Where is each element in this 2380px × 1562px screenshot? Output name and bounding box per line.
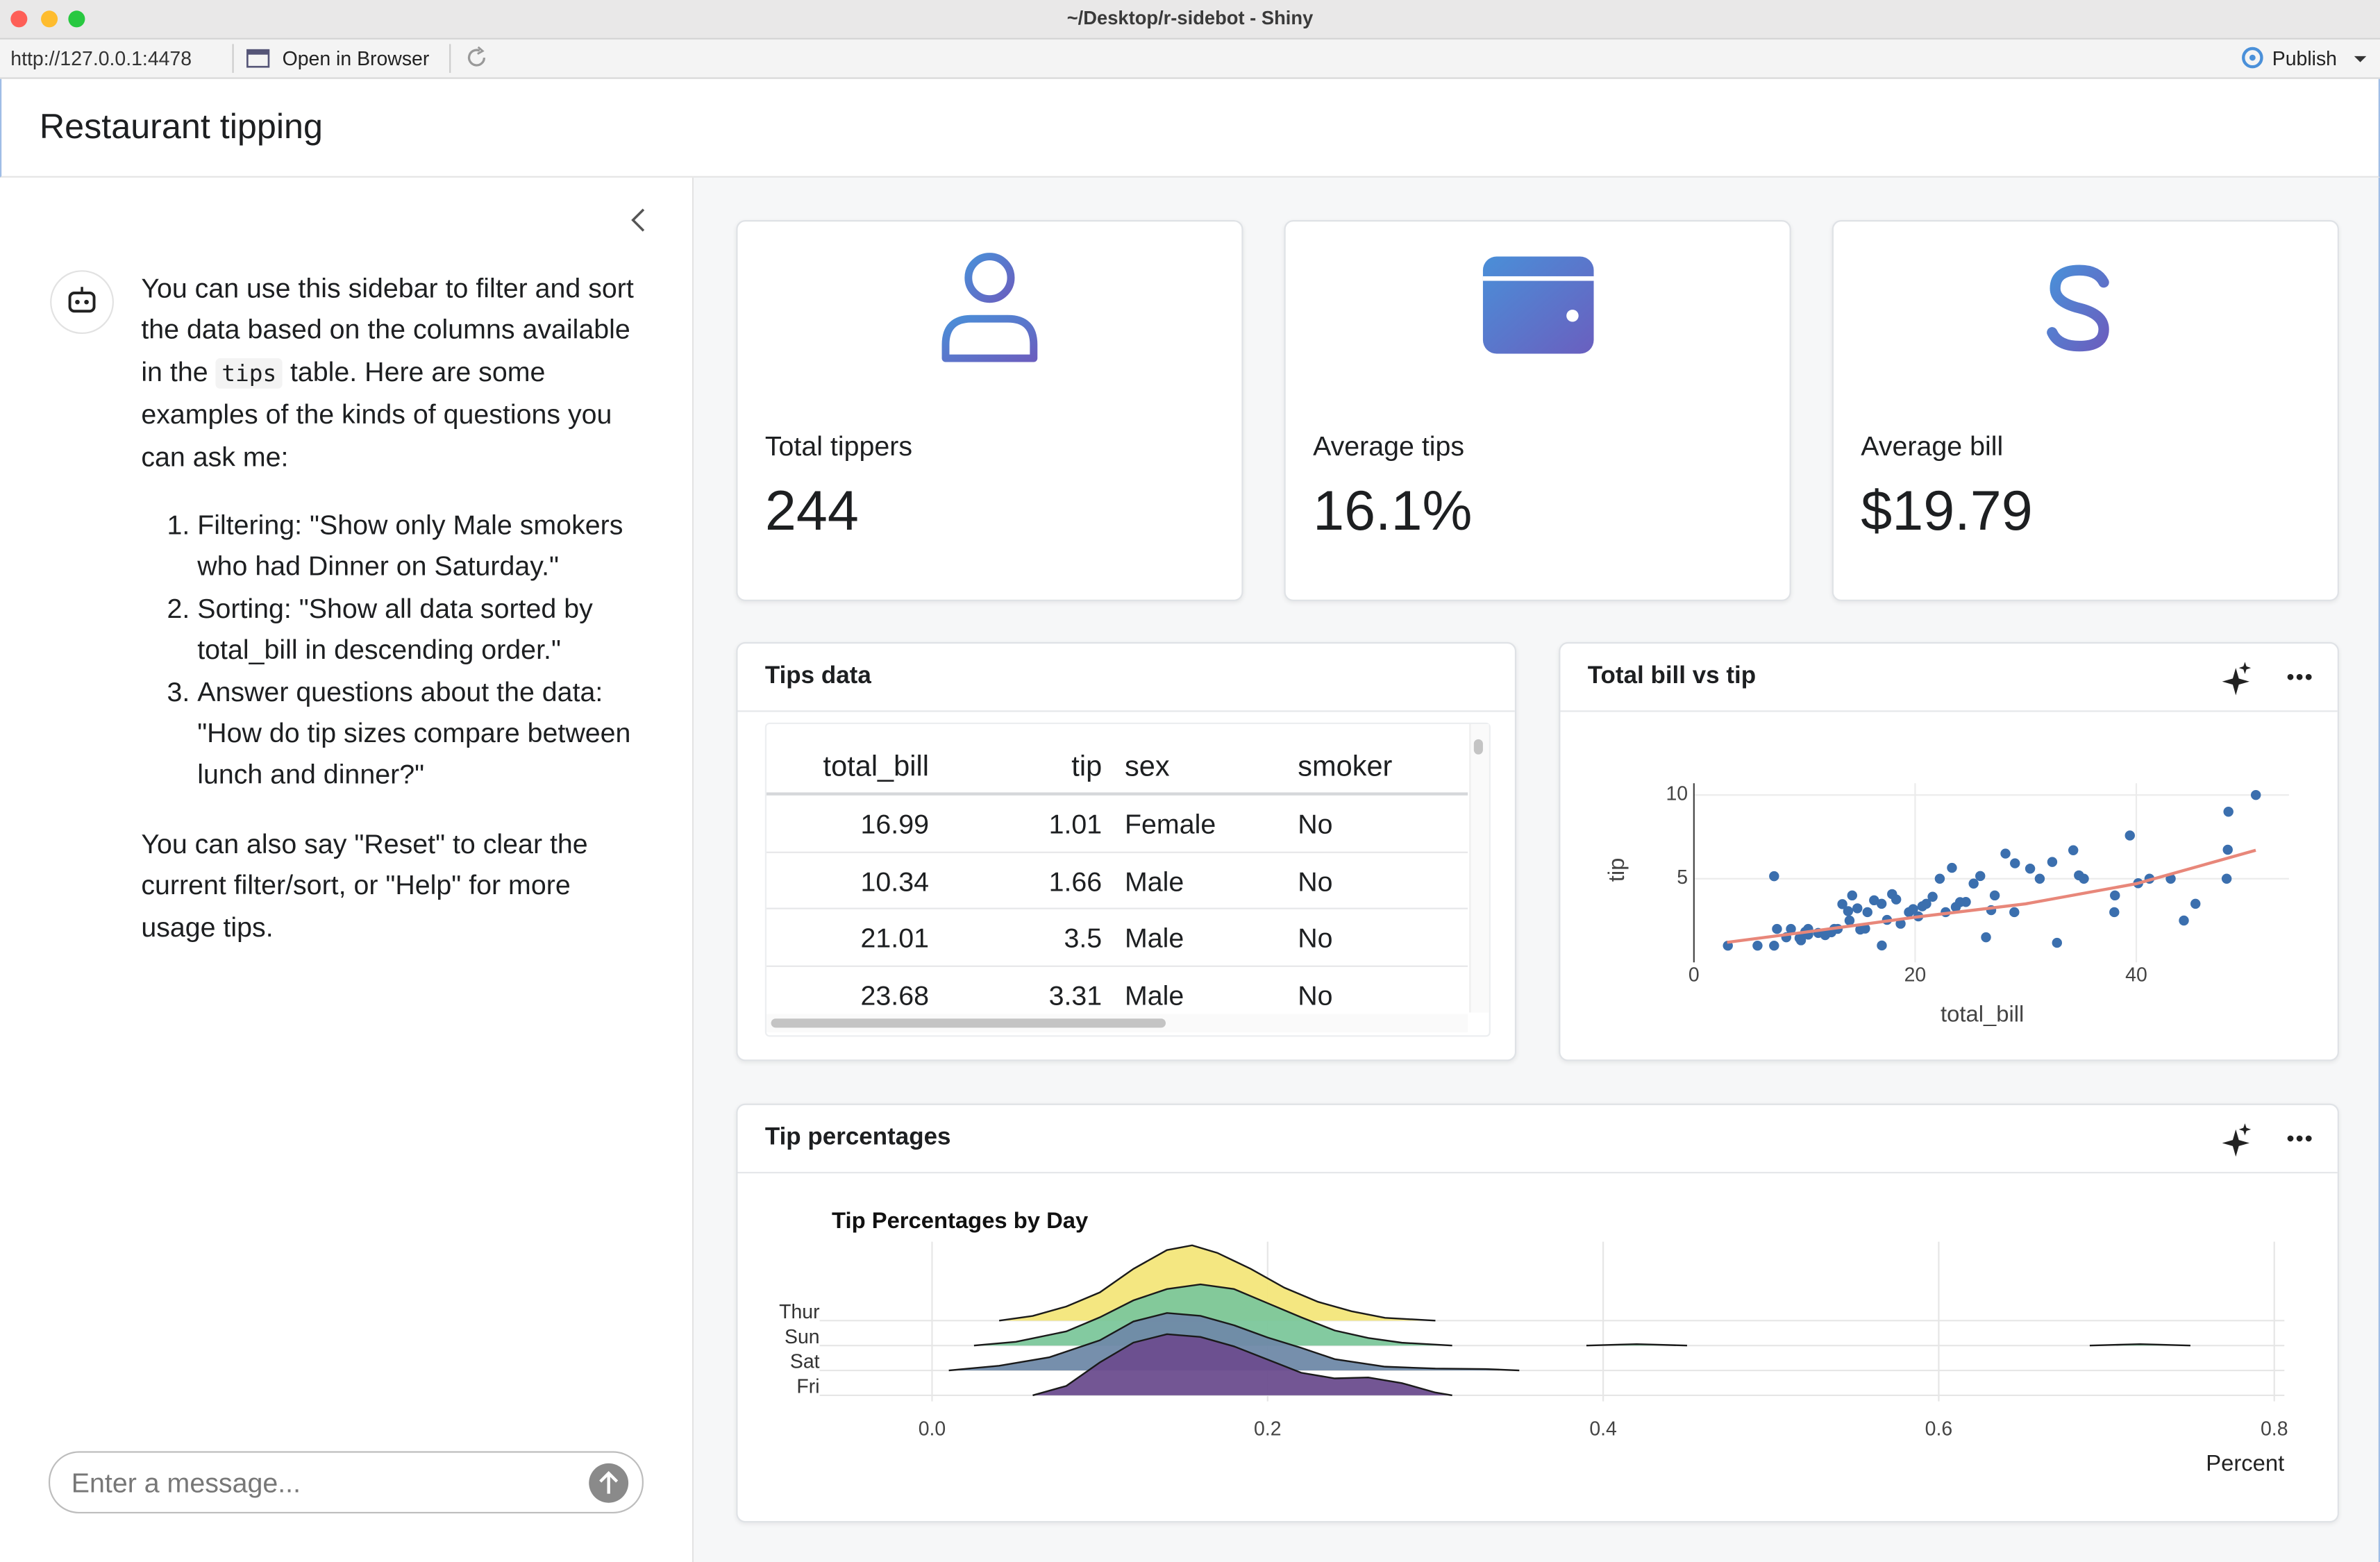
table-cell: 16.99 xyxy=(860,809,929,840)
wallet-icon xyxy=(1482,256,1594,354)
value-box-value: $19.79 xyxy=(1861,479,2033,542)
more-menu[interactable] xyxy=(2286,673,2313,682)
ai-explain-button[interactable] xyxy=(2222,662,2253,696)
message-input[interactable]: Enter a message... xyxy=(48,1451,644,1514)
value-box-label: Total tippers xyxy=(764,430,913,462)
row-rule xyxy=(766,851,1468,853)
separator xyxy=(449,44,451,73)
examples-list: Filtering: "Show only Male smokers who h… xyxy=(141,505,645,796)
scroll-thumb[interactable] xyxy=(1473,739,1483,755)
value-box-value: 16.1% xyxy=(1313,479,1473,542)
ai-explain-button[interactable] xyxy=(2222,1123,2253,1157)
publish-button[interactable]: Publish xyxy=(2272,47,2337,70)
text: table. Here are some examples of the kin… xyxy=(141,356,612,472)
collapse-sidebar[interactable] xyxy=(626,205,650,235)
card-title: Tip percentages xyxy=(764,1125,951,1151)
value-box-label: Average bill xyxy=(1861,430,2004,462)
card-header: Total bill vs tip xyxy=(1560,644,2338,712)
more-menu[interactable] xyxy=(2286,1134,2313,1143)
horizontal-scrollbar[interactable] xyxy=(766,1014,1468,1032)
refresh-icon[interactable] xyxy=(464,46,489,70)
vertical-scrollbar[interactable] xyxy=(1469,724,1489,1013)
toolbar: http://127.0.0.1:4478 Open in Browser Pu… xyxy=(0,39,2380,79)
table-cell: Male xyxy=(1124,866,1184,897)
example: Answer questions about the data: "How do… xyxy=(197,672,645,797)
table-cell: 1.66 xyxy=(1048,866,1103,897)
column-header[interactable]: tip xyxy=(1071,751,1103,784)
send-button[interactable] xyxy=(587,1462,630,1504)
window-title: ~/Desktop/r-sidebot - Shiny xyxy=(1066,7,1314,29)
column-header[interactable]: smoker xyxy=(1298,751,1393,784)
row-rule xyxy=(766,907,1468,909)
browser-icon xyxy=(246,49,270,68)
app-title: Restaurant tipping xyxy=(39,106,323,146)
table-cell: No xyxy=(1298,809,1333,840)
table-card: Tips data total_bill tip sex smoker 16.9… xyxy=(736,641,1517,1061)
value-box: Average bill $19.79 xyxy=(1832,220,2339,601)
data-grid: total_bill tip sex smoker 16.99 1.01 Femal… xyxy=(764,722,1491,1037)
card-header: Tips data xyxy=(737,644,1515,712)
table-cell: No xyxy=(1298,866,1333,897)
value-box-label: Average tips xyxy=(1313,430,1465,462)
table-cell: No xyxy=(1298,923,1333,954)
assistant-avatar xyxy=(50,270,114,335)
column-header[interactable]: sex xyxy=(1124,751,1170,784)
url: http://127.0.0.1:4478 xyxy=(10,47,192,70)
table-cell: Male xyxy=(1124,980,1184,1011)
chart-card: Tip percentages xyxy=(736,1103,2339,1523)
zoom-button[interactable] xyxy=(68,10,85,28)
table-cell: No xyxy=(1298,980,1333,1011)
table-cell: 3.5 xyxy=(1064,923,1103,954)
table-cell: 3.31 xyxy=(1048,980,1103,1011)
header-rule xyxy=(766,792,1468,796)
minimize-button[interactable] xyxy=(41,10,58,28)
open-in-browser[interactable]: Open in Browser xyxy=(282,47,430,70)
code: tips xyxy=(215,358,283,389)
card-title: Total bill vs tip xyxy=(1587,663,1757,689)
table-cell: 23.68 xyxy=(860,980,929,1011)
assistant-message: You can use this sidebar to filter and s… xyxy=(141,269,645,949)
table-cell: 10.34 xyxy=(860,866,929,897)
value-box-value: 244 xyxy=(764,479,859,542)
row-rule xyxy=(766,965,1468,967)
table-cell: 21.01 xyxy=(860,923,929,954)
example: Sorting: "Show all data sorted by total_… xyxy=(197,589,645,672)
value-box: Average tips 16.1% xyxy=(1284,220,1791,601)
publish-icon xyxy=(2242,47,2263,69)
publish-dropdown[interactable] xyxy=(2353,53,2368,65)
value-box: Total tippers 244 xyxy=(736,220,1243,601)
person-icon xyxy=(941,253,1038,362)
column-header[interactable]: total_bill xyxy=(823,751,929,784)
dollar-icon xyxy=(2047,251,2109,364)
sidebar: You can use this sidebar to filter and s… xyxy=(0,177,694,1562)
intro-paragraph: You can use this sidebar to filter and s… xyxy=(141,269,645,478)
close-button[interactable] xyxy=(10,10,28,28)
separator xyxy=(232,44,234,73)
chart-card: Total bill vs tip xyxy=(1559,641,2339,1061)
outro-paragraph: You can also say "Reset" to clear the cu… xyxy=(141,828,588,943)
table-cell: Male xyxy=(1124,923,1184,954)
title-bar: ~/Desktop/r-sidebot - Shiny xyxy=(0,0,2380,40)
example: Filtering: "Show only Male smokers who h… xyxy=(197,505,645,589)
text: You can use this sidebar to filter and s… xyxy=(141,273,634,387)
table-cell: 1.01 xyxy=(1048,809,1103,840)
app-header: Restaurant tipping xyxy=(0,78,2380,178)
card-title: Tips data xyxy=(764,663,871,689)
card-header: Tip percentages xyxy=(737,1105,2338,1174)
input-placeholder: Enter a message... xyxy=(71,1468,301,1499)
table-cell: Female xyxy=(1124,809,1216,840)
scroll-thumb[interactable] xyxy=(771,1018,1166,1028)
